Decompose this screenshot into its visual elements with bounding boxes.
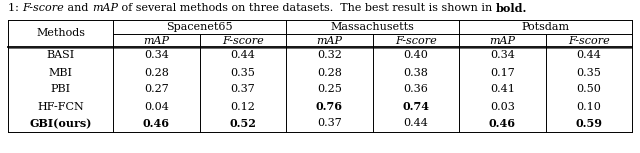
Text: F-score: F-score [22,3,64,13]
Text: F-score: F-score [222,35,264,45]
Text: F-score: F-score [395,35,436,45]
Text: bold.: bold. [496,3,527,14]
Text: 0.37: 0.37 [317,119,342,129]
Text: 0.34: 0.34 [144,50,169,60]
Text: 0.28: 0.28 [144,67,169,78]
Text: 0.35: 0.35 [576,67,601,78]
Text: 0.52: 0.52 [229,118,256,129]
Text: and: and [64,3,92,13]
Text: 0.34: 0.34 [490,50,515,60]
Text: 0.44: 0.44 [576,50,601,60]
Text: HF-FCN: HF-FCN [37,101,84,112]
Text: mAP: mAP [489,35,515,45]
Text: of several methods on three datasets.  The best result is shown in: of several methods on three datasets. Th… [118,3,496,13]
Text: 0.27: 0.27 [144,84,168,95]
Text: 0.17: 0.17 [490,67,515,78]
Text: 0.03: 0.03 [490,101,515,112]
Text: 0.36: 0.36 [403,84,428,95]
Text: 0.40: 0.40 [403,50,428,60]
Text: BASI: BASI [46,50,75,60]
Text: 0.28: 0.28 [317,67,342,78]
Text: 0.44: 0.44 [403,119,428,129]
Text: 0.59: 0.59 [575,118,602,129]
Text: 1:: 1: [8,3,22,13]
Text: GBI(ours): GBI(ours) [29,118,92,129]
Text: 0.41: 0.41 [490,84,515,95]
Text: Methods: Methods [36,28,85,39]
Text: 0.74: 0.74 [403,101,429,112]
Text: 0.37: 0.37 [230,84,255,95]
Text: MBI: MBI [49,67,72,78]
Text: 0.38: 0.38 [403,67,428,78]
Text: 0.46: 0.46 [489,118,516,129]
Text: 0.12: 0.12 [230,101,255,112]
Text: 0.50: 0.50 [576,84,601,95]
Text: 0.35: 0.35 [230,67,255,78]
Text: 0.10: 0.10 [576,101,601,112]
Text: 0.25: 0.25 [317,84,342,95]
Text: 0.46: 0.46 [143,118,170,129]
Text: PBI: PBI [51,84,70,95]
Text: 0.76: 0.76 [316,101,343,112]
Text: mAP: mAP [143,35,169,45]
Text: 0.44: 0.44 [230,50,255,60]
Text: Potsdam: Potsdam [522,22,570,32]
Text: F-score: F-score [568,35,610,45]
Text: Massachusetts: Massachusetts [331,22,415,32]
Text: 0.04: 0.04 [144,101,169,112]
Text: mAP: mAP [92,3,118,13]
Text: mAP: mAP [316,35,342,45]
Text: 0.32: 0.32 [317,50,342,60]
Text: Spacenet65: Spacenet65 [166,22,233,32]
